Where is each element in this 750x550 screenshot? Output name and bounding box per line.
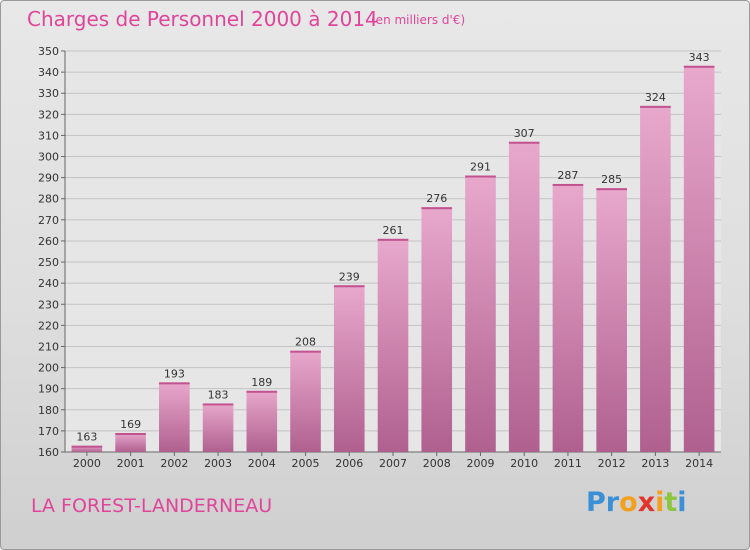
bar-top (246, 390, 278, 393)
bar (202, 403, 234, 452)
bar-top (115, 433, 146, 436)
x-tick-label: 2006 (335, 457, 363, 470)
x-tick-label: 2008 (423, 457, 451, 470)
bar (596, 188, 627, 452)
bar (246, 390, 278, 452)
x-tick-label: 2002 (160, 457, 188, 470)
data-label: 163 (76, 431, 97, 444)
bar (71, 445, 103, 452)
bar (683, 65, 715, 452)
bar (465, 175, 496, 452)
x-tick-label: 2005 (292, 457, 320, 470)
y-tick-label: 350 (38, 45, 59, 58)
x-tick-label: 2014 (685, 457, 713, 470)
logo-letter: P (586, 487, 606, 518)
data-label: 276 (426, 192, 447, 205)
data-label: 324 (645, 91, 666, 104)
chart-subtitle: (en milliers d'€) (371, 13, 466, 27)
bar-top (683, 65, 715, 68)
logo-letter: x (637, 487, 656, 518)
y-tick-label: 220 (38, 319, 59, 332)
bar-top (465, 175, 496, 178)
bar-top (202, 403, 234, 406)
logo-letter: r (605, 487, 620, 518)
proxiti-logo[interactable]: Proxiti (586, 487, 687, 518)
y-tick-label: 330 (38, 87, 59, 100)
bar-top (71, 445, 103, 448)
bar (115, 433, 146, 452)
x-tick-label: 2012 (598, 457, 626, 470)
y-tick-label: 180 (38, 404, 59, 417)
x-tick-label: 2003 (204, 457, 232, 470)
y-tick-label: 250 (38, 256, 59, 269)
data-label: 261 (383, 224, 404, 237)
data-label: 307 (514, 127, 535, 140)
bar (552, 183, 584, 452)
y-tick-label: 240 (38, 277, 59, 290)
y-tick-label: 270 (38, 214, 59, 227)
data-label: 285 (601, 173, 622, 186)
bar (640, 105, 671, 452)
town-name: LA FOREST-LANDERNEAU (31, 495, 273, 517)
y-tick-label: 200 (38, 362, 59, 375)
y-tick-label: 290 (38, 172, 59, 185)
bar-top (159, 382, 190, 385)
data-label: 343 (689, 51, 710, 64)
chart-title: Charges de Personnel 2000 à 2014 (27, 7, 378, 31)
x-tick-label: 2010 (510, 457, 538, 470)
bar-top (596, 188, 627, 191)
y-tick-label: 170 (38, 425, 59, 438)
x-tick-label: 2004 (248, 457, 276, 470)
x-tick-label: 2000 (73, 457, 101, 470)
bar-top (333, 285, 365, 288)
bar (159, 382, 190, 452)
y-tick-label: 190 (38, 383, 59, 396)
bar (508, 141, 540, 452)
bar (421, 207, 453, 452)
logo-letter: i (677, 487, 687, 518)
y-tick-label: 310 (38, 129, 59, 142)
x-tick-label: 2013 (641, 457, 669, 470)
data-label: 189 (251, 376, 272, 389)
y-tick-label: 280 (38, 193, 59, 206)
data-label: 239 (339, 270, 360, 283)
bar (377, 238, 409, 452)
y-tick-label: 300 (38, 151, 59, 164)
data-label: 169 (120, 418, 141, 431)
x-tick-label: 2009 (466, 457, 494, 470)
bar-top (421, 207, 453, 210)
data-label: 183 (208, 388, 229, 401)
logo-letter: i (655, 487, 665, 518)
bar (333, 285, 365, 452)
bar (290, 350, 321, 452)
y-tick-label: 320 (38, 108, 59, 121)
x-tick-label: 2001 (117, 457, 145, 470)
bar-top (290, 350, 321, 353)
y-tick-label: 260 (38, 235, 59, 248)
data-label: 287 (557, 169, 578, 182)
bar-top (640, 105, 671, 108)
data-label: 291 (470, 161, 491, 174)
x-tick-label: 2007 (379, 457, 407, 470)
y-tick-label: 160 (38, 446, 59, 459)
y-tick-label: 340 (38, 66, 59, 79)
data-label: 208 (295, 336, 316, 349)
logo-letter: o (619, 487, 638, 518)
y-tick-label: 210 (38, 340, 59, 353)
y-tick-label: 230 (38, 298, 59, 311)
bar-top (508, 141, 540, 144)
data-label: 193 (164, 367, 185, 380)
x-tick-label: 2011 (554, 457, 582, 470)
bar-top (377, 238, 409, 241)
bar-top (552, 183, 584, 186)
logo-letter: t (664, 487, 678, 518)
